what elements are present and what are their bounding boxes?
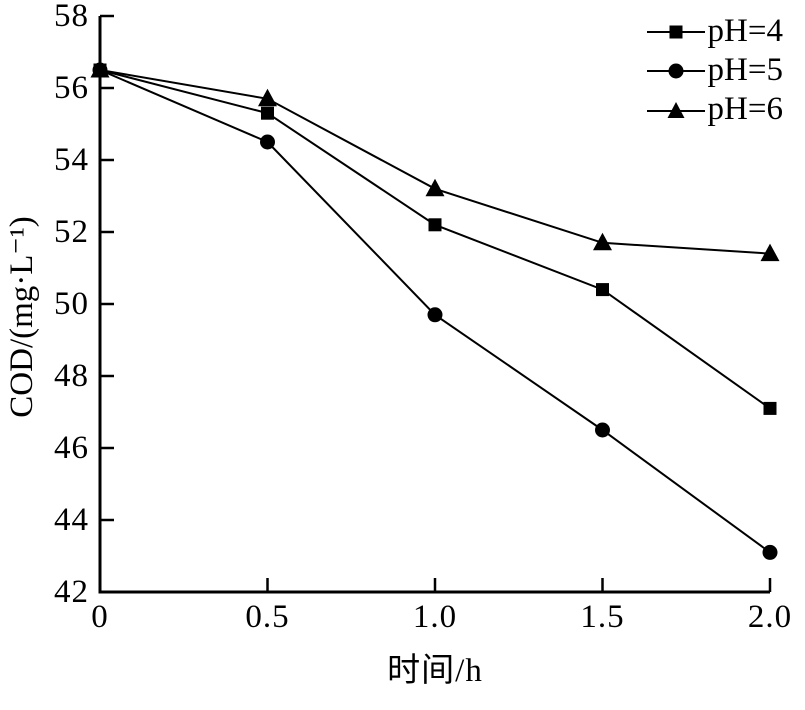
x-axis-tick-label: 1.0 [413, 599, 457, 635]
x-axis-tick-label: 0 [91, 599, 109, 635]
legend: pH=4 pH=5 pH=6 [646, 12, 783, 129]
marker-circle-ph5 [260, 134, 275, 150]
x-axis-tick-label: 1.5 [580, 599, 624, 635]
y-axis-tick-label: 50 [54, 286, 89, 322]
marker-circle-ph5 [595, 422, 610, 438]
legend-item-ph6: pH=6 [646, 90, 783, 129]
y-axis-tick-label: 44 [54, 502, 89, 538]
marker-triangle-ph6 [258, 88, 277, 107]
marker-triangle-ph6 [90, 60, 110, 78]
y-axis-tick-label: 56 [54, 70, 89, 106]
marker-triangle-ph6 [425, 178, 445, 197]
x-axis-tick-label: 2.0 [748, 599, 792, 635]
y-axis-tick-label: 58 [54, 0, 89, 34]
y-axis-tick-label: 52 [54, 214, 89, 250]
legend-circle-marker-icon [646, 63, 705, 78]
marker-square-ph4 [261, 106, 274, 120]
legend-label-ph6: pH=6 [707, 91, 783, 127]
marker-square-ph4 [428, 218, 442, 232]
y-axis-tick-label: 48 [54, 358, 89, 394]
marker-triangle-ph6 [760, 243, 780, 262]
legend-label-ph4: pH=4 [707, 13, 783, 49]
x-axis-title: 时间/h [387, 653, 483, 689]
legend-square-marker-icon [646, 25, 705, 38]
x-axis-tick-label: 0.5 [245, 599, 289, 635]
legend-item-ph4: pH=4 [646, 12, 783, 51]
y-axis-tick-label: 54 [54, 142, 89, 178]
legend-item-ph5: pH=5 [646, 51, 783, 90]
y-axis-title: COD/(mg·L⁻¹) [4, 216, 40, 418]
legend-label-ph5: pH=5 [707, 52, 783, 88]
marker-circle-ph5 [427, 307, 443, 323]
y-axis-tick-label: 46 [54, 430, 89, 466]
marker-triangle-ph6 [593, 232, 612, 251]
y-axis-tick-label: 42 [54, 574, 89, 610]
marker-square-ph4 [596, 283, 609, 297]
marker-circle-ph5 [762, 544, 778, 560]
marker-square-ph4 [763, 401, 777, 415]
legend-triangle-marker-icon [646, 101, 705, 118]
